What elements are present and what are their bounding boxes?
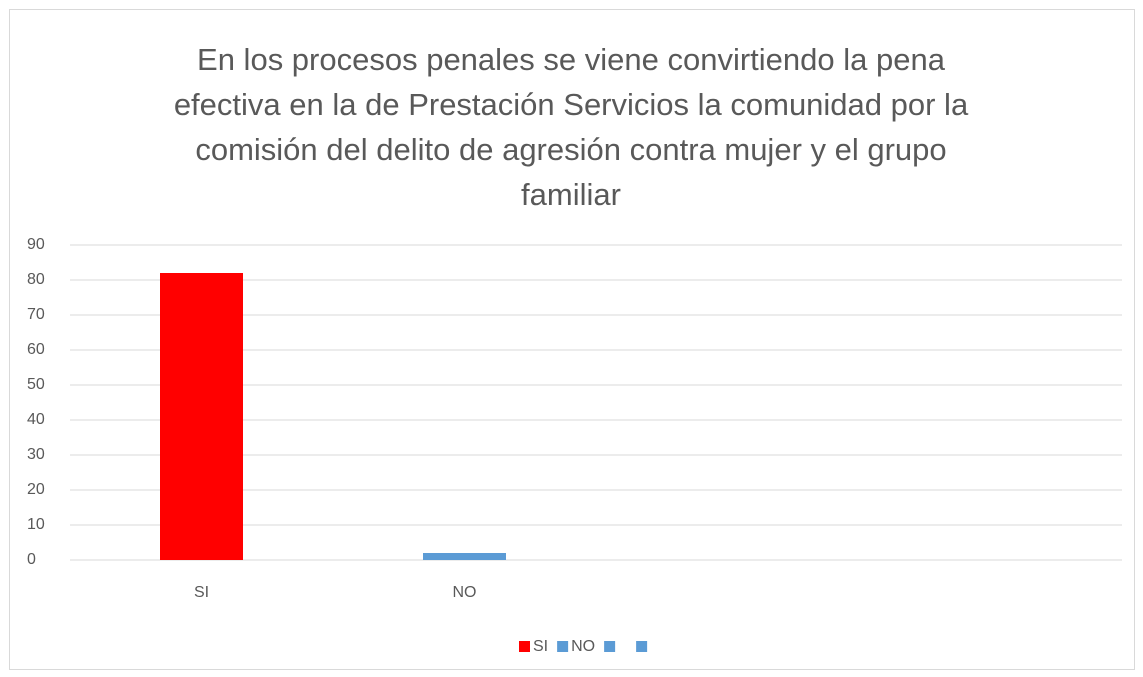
legend-swatch xyxy=(519,641,530,652)
y-tick-label: 40 xyxy=(27,411,45,428)
y-tick-label: 50 xyxy=(27,376,45,393)
y-tick-label: 80 xyxy=(27,271,45,288)
bar xyxy=(423,553,506,560)
legend-label: SI xyxy=(533,638,548,655)
y-tick-label: 30 xyxy=(27,446,45,463)
y-tick-label: 90 xyxy=(27,236,45,253)
y-tick-label: 0 xyxy=(27,551,36,568)
chart-title: familiar xyxy=(521,177,621,212)
y-tick-label: 10 xyxy=(27,516,45,533)
y-tick-label: 60 xyxy=(27,341,45,358)
x-tick-label: SI xyxy=(194,584,209,601)
y-tick-label: 20 xyxy=(27,481,45,498)
legend-label: NO xyxy=(571,638,595,655)
legend-swatch xyxy=(636,641,648,652)
legend-swatch xyxy=(604,641,616,652)
x-tick-label: NO xyxy=(453,584,477,601)
chart-title: efectiva en la de Prestación Servicios l… xyxy=(174,87,969,122)
bar xyxy=(160,273,243,560)
chart-title: En los procesos penales se viene convirt… xyxy=(197,42,946,77)
legend-swatch xyxy=(557,641,569,652)
chart-title: comisión del delito de agresión contra m… xyxy=(195,132,946,167)
y-tick-label: 70 xyxy=(27,306,45,323)
